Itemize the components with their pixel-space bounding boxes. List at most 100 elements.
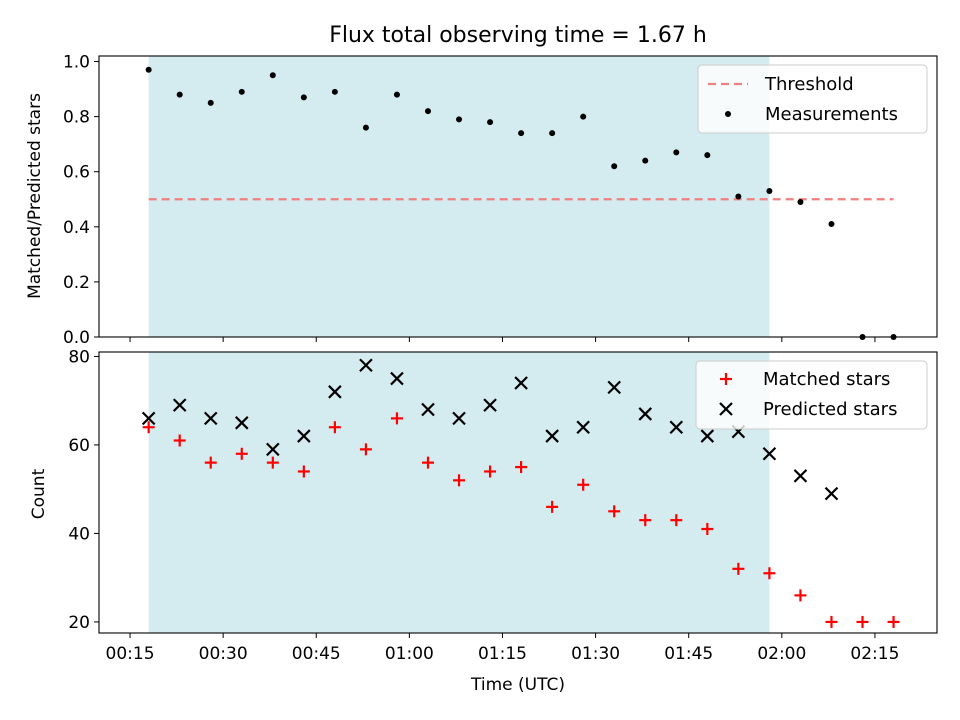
count-panel: 20 40 60 80 00:15 00:30 00:45 01:00 01:15 01:30 01… (29, 347, 938, 695)
bottom-xtick-label: 01:30 (571, 644, 620, 664)
top-ytick-label: 0.8 (63, 108, 90, 128)
bottom-xtick-label: 00:30 (199, 644, 248, 664)
measurement-point (673, 149, 680, 156)
predicted-point (824, 486, 839, 501)
bottom-ytick-label: 80 (68, 347, 90, 367)
top-ylabel: Matched/Predicted stars (25, 93, 45, 299)
predicted-point (328, 385, 342, 399)
matched-point (142, 421, 155, 434)
matched-point (484, 465, 497, 478)
matched-point (887, 615, 900, 628)
legend-threshold-label: Threshold (764, 74, 854, 95)
measurement-point (518, 130, 525, 137)
measurement-point (331, 88, 338, 95)
bottom-xtick-label: 01:15 (478, 644, 527, 664)
bottom-ylabel: Count (29, 468, 49, 519)
matched-point (856, 615, 869, 628)
measurement-point (424, 108, 431, 115)
predicted-point (607, 380, 621, 395)
predicted-point (669, 420, 684, 435)
top-legend-box (697, 64, 928, 134)
top-ytick-label: 0.4 (63, 218, 90, 238)
predicted-point (452, 411, 466, 426)
matched-point (453, 474, 466, 487)
predicted-point (141, 411, 156, 426)
predicted-point (514, 376, 528, 390)
predicted-point (172, 398, 187, 412)
predicted-point (483, 398, 497, 412)
bottom-legend: Matched stars Predicted stars (695, 360, 928, 430)
matched-point (794, 589, 807, 602)
predicted-point (421, 402, 435, 417)
bottom-xtick-label: 01:45 (664, 644, 713, 664)
measurement-point (611, 163, 618, 170)
matched-point (266, 456, 279, 469)
matched-point (763, 567, 776, 580)
bottom-ytick-label: 40 (68, 524, 90, 544)
matched-point (235, 447, 248, 460)
bottom-xtick-label: 02:15 (850, 644, 899, 664)
bottom-ytick-label: 20 (68, 613, 90, 633)
top-axes-frame (98, 55, 938, 338)
matched-point (701, 523, 714, 536)
top-observing-span (148, 56, 770, 337)
legend-matched-label: Matched stars (763, 369, 890, 390)
matched-point (359, 443, 372, 456)
bottom-ytick-label: 60 (68, 436, 90, 456)
chart-title: Flux total observing time = 1.67 h (329, 23, 707, 48)
measurement-point (145, 66, 152, 73)
predicted-point (297, 429, 311, 443)
predicted-point (234, 416, 249, 430)
measurement-point (580, 113, 587, 120)
measurement-point (207, 99, 214, 106)
measurement-point (238, 88, 245, 95)
measurement-point (393, 91, 400, 98)
measurement-point (487, 119, 494, 126)
matched-point (577, 478, 590, 491)
predicted-point (545, 429, 559, 443)
bottom-xtick-label: 01:00 (385, 644, 434, 664)
matched-point (608, 505, 621, 518)
bottom-observing-span (148, 352, 770, 633)
top-ytick-label: 0.0 (63, 328, 90, 348)
bottom-xtick-label: 00:45 (292, 644, 341, 664)
legend-matched-swatch (720, 373, 732, 385)
matched-point (390, 412, 403, 425)
predicted-point (576, 420, 590, 435)
bottom-axes-frame (98, 351, 938, 634)
legend-predicted-label: Predicted stars (763, 399, 897, 420)
predicted-point (793, 469, 808, 483)
top-ytick-label: 1.0 (63, 53, 90, 73)
predicted-point (700, 429, 715, 443)
bottom-xlabel: Time (UTC) (470, 675, 565, 695)
measurement-point (300, 94, 307, 101)
top-ytick-label: 0.2 (63, 273, 90, 293)
legend-measurements-label: Measurements (765, 104, 898, 125)
matched-point (173, 434, 186, 447)
matched-point (732, 562, 745, 575)
top-ytick-label: 0.6 (63, 163, 90, 183)
legend-predicted-swatch (719, 402, 733, 416)
predicted-point (638, 407, 653, 421)
measurement-point (362, 124, 369, 131)
predicted-point (390, 371, 404, 386)
matched-point (204, 456, 217, 469)
predicted-point (266, 442, 280, 457)
measurement-point (797, 199, 804, 206)
measurement-point (735, 193, 742, 200)
measurement-point (549, 130, 556, 137)
measurement-point (456, 116, 463, 123)
bottom-legend-box (695, 360, 928, 430)
predicted-point (203, 411, 218, 426)
ratio-panel: 0.0 0.2 0.4 0.6 0.8 1.0 Matched/Predicted sta… (25, 53, 938, 348)
measurement-point (269, 72, 276, 79)
matched-point (546, 500, 559, 513)
bottom-xtick-label: 02:00 (757, 644, 806, 664)
matched-point (297, 465, 310, 478)
predicted-point (359, 358, 373, 373)
measurement-point (766, 187, 773, 194)
matched-point (825, 615, 838, 628)
measurement-point (176, 91, 183, 98)
bottom-xtick-label: 00:15 (106, 644, 155, 664)
